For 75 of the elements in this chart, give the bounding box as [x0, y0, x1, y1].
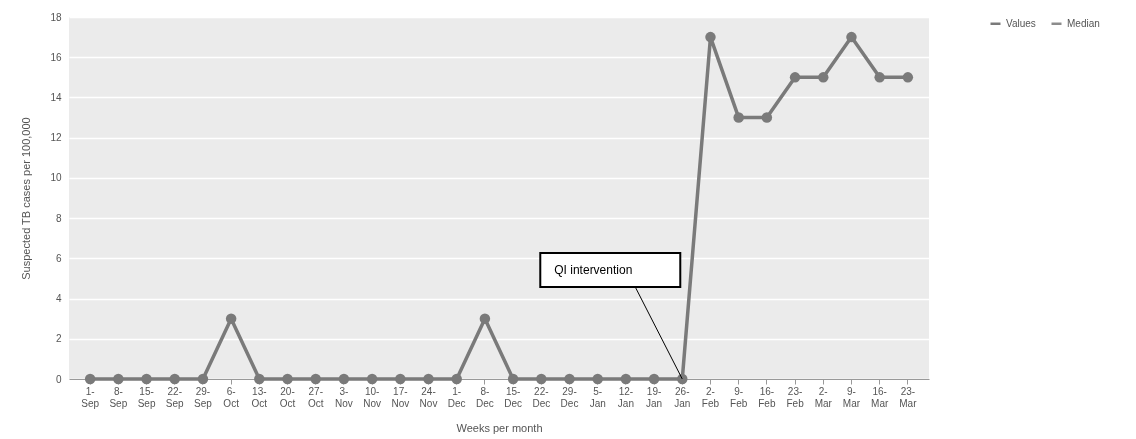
y-tick-label: 14: [50, 91, 62, 103]
x-tick-label: 29- Sep: [194, 385, 213, 409]
x-tick-label: 2- Feb: [701, 385, 720, 409]
x-tick-label: 6- Oct: [223, 385, 240, 409]
x-tick-label: 17- Nov: [391, 385, 410, 409]
x-tick-label: 9- Feb: [730, 385, 748, 409]
point: [451, 373, 462, 385]
y-axis-title: Suspected TB cases per 100,000: [20, 117, 33, 280]
x-tick-label: 12- Jan: [617, 385, 634, 409]
point: [225, 313, 237, 324]
y-tick-label: 10: [50, 172, 62, 184]
x-tick-label: 16- Mar: [871, 385, 889, 409]
point: [648, 373, 660, 385]
point: [141, 373, 152, 385]
x-tick-label: 9- Mar: [842, 385, 861, 409]
point: [846, 31, 857, 43]
y-tick-label: 18: [50, 11, 62, 23]
x-tick-label: 3- Nov: [335, 385, 353, 409]
y-tick-label: 2: [55, 333, 62, 345]
point: [197, 373, 209, 385]
x-tick-label: 5- Jan: [589, 385, 606, 409]
point: [338, 373, 350, 385]
point: [789, 72, 801, 83]
point: [479, 313, 491, 324]
x-tick-label: 13- Oct: [251, 385, 268, 409]
point: [874, 72, 885, 83]
x-tick-label: 15- Dec: [504, 385, 522, 409]
x-tick-label: 23- Feb: [786, 385, 805, 409]
point: [733, 112, 744, 123]
x-tick-label: 2- Mar: [814, 385, 833, 409]
point: [705, 31, 716, 43]
x-tick-label: 16- Feb: [758, 385, 776, 409]
x-tick-label: 10- Nov: [363, 385, 382, 409]
point: [113, 373, 124, 385]
point: [536, 373, 547, 385]
point: [169, 373, 180, 385]
x-tick-label: 22- Dec: [532, 385, 551, 409]
x-tick-label: 8- Sep: [109, 385, 128, 409]
point: [818, 72, 829, 83]
point: [310, 373, 321, 385]
x-tick-label: 19- Jan: [646, 385, 663, 409]
point: [366, 373, 378, 385]
point: [395, 373, 406, 385]
x-tick-label: 15- Sep: [137, 385, 156, 409]
x-tick-label: 26- Jan: [674, 385, 691, 409]
x-tick-label: 8- Dec: [476, 385, 494, 409]
point: [620, 373, 632, 385]
x-tick-label: 27- Oct: [307, 385, 324, 409]
x-tick-label: 1- Dec: [447, 385, 466, 409]
legend-label: Values: [1006, 17, 1036, 29]
point: [254, 373, 265, 385]
point: [507, 373, 519, 385]
point: [677, 373, 688, 385]
point: [564, 373, 575, 385]
x-tick-label: 1- Sep: [81, 385, 100, 409]
y-tick-label: 16: [50, 51, 62, 63]
point: [592, 373, 603, 385]
x-tick-label: 24- Nov: [419, 385, 438, 409]
legend-label: Median: [1067, 17, 1100, 29]
point: [282, 373, 293, 385]
x-tick-label: 29- Dec: [560, 385, 579, 409]
x-tick-label: 22- Sep: [165, 385, 185, 409]
x-axis-title: Weeks per month: [456, 421, 543, 434]
point: [761, 112, 773, 123]
point: [84, 373, 96, 385]
point: [423, 373, 434, 385]
y-tick-label: 6: [55, 252, 62, 264]
y-tick-label: 0: [55, 373, 62, 385]
x-tick-label: 20- Oct: [279, 385, 296, 409]
annotation: QI intervention: [554, 263, 633, 277]
point: [902, 72, 914, 83]
y-tick-label: 8: [55, 212, 62, 224]
y-tick-label: 12: [50, 132, 62, 144]
x-tick-label: 23- Mar: [899, 385, 918, 409]
y-tick-label: 4: [55, 293, 62, 305]
